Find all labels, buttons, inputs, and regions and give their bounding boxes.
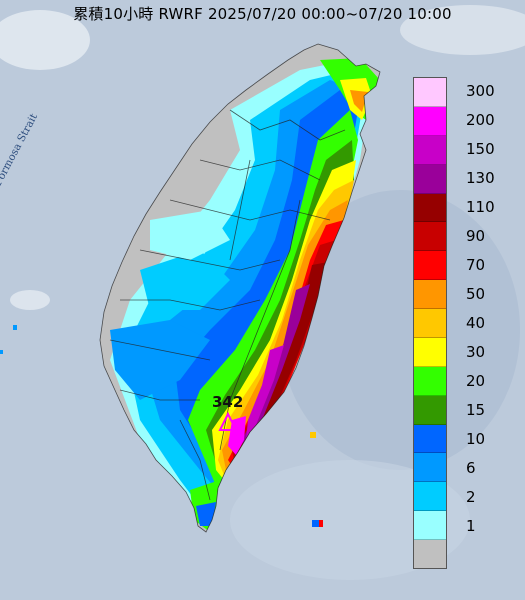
- legend-label: 6: [466, 460, 476, 476]
- legend-labels: 300 200 150 130 110 90 70 50 40 30 20 15 10 6 2 1: [466, 0, 525, 600]
- legend-swatch: [414, 107, 446, 136]
- legend-swatch: [414, 425, 446, 454]
- legend-swatch: [414, 396, 446, 425]
- legend-label: 200: [466, 112, 495, 128]
- legend-swatch: [414, 222, 446, 251]
- legend-label: 10: [466, 431, 485, 447]
- legend-label: 90: [466, 228, 485, 244]
- legend-swatch: [414, 165, 446, 194]
- legend-label: 50: [466, 286, 485, 302]
- legend-label: 110: [466, 199, 495, 215]
- legend-swatch: [414, 251, 446, 280]
- offshore-cell: [312, 520, 320, 527]
- legend-swatch: [414, 367, 446, 396]
- legend-swatch: [414, 136, 446, 165]
- map-title: 累積10小時 RWRF 2025/07/20 00:00~07/20 10:00: [0, 3, 525, 24]
- legend-label: 30: [466, 344, 485, 360]
- legend-swatch: [414, 511, 446, 540]
- legend-label: 130: [466, 170, 495, 186]
- offshore-cell: [0, 350, 3, 354]
- legend-label: 2: [466, 489, 476, 505]
- legend-swatch: [414, 309, 446, 338]
- legend-swatch: [414, 194, 446, 223]
- offshore-cell: [319, 520, 323, 527]
- legend-label: 1: [466, 518, 476, 534]
- legend-label: 40: [466, 315, 485, 331]
- peak-value-label: 342: [212, 393, 243, 411]
- legend-label: 150: [466, 141, 495, 157]
- offshore-cell: [310, 432, 316, 438]
- legend-label: 15: [466, 402, 485, 418]
- legend-swatch: [414, 280, 446, 309]
- legend-swatch: [414, 78, 446, 107]
- legend-label: 300: [466, 83, 495, 99]
- legend-swatch: [414, 482, 446, 511]
- legend-label: 70: [466, 257, 485, 273]
- cloud-patch: [10, 290, 50, 310]
- legend-swatch: [414, 338, 446, 367]
- legend-swatch: [414, 540, 446, 568]
- color-legend: [413, 77, 447, 569]
- legend-label: 20: [466, 373, 485, 389]
- offshore-cell: [13, 325, 17, 330]
- legend-swatch: [414, 453, 446, 482]
